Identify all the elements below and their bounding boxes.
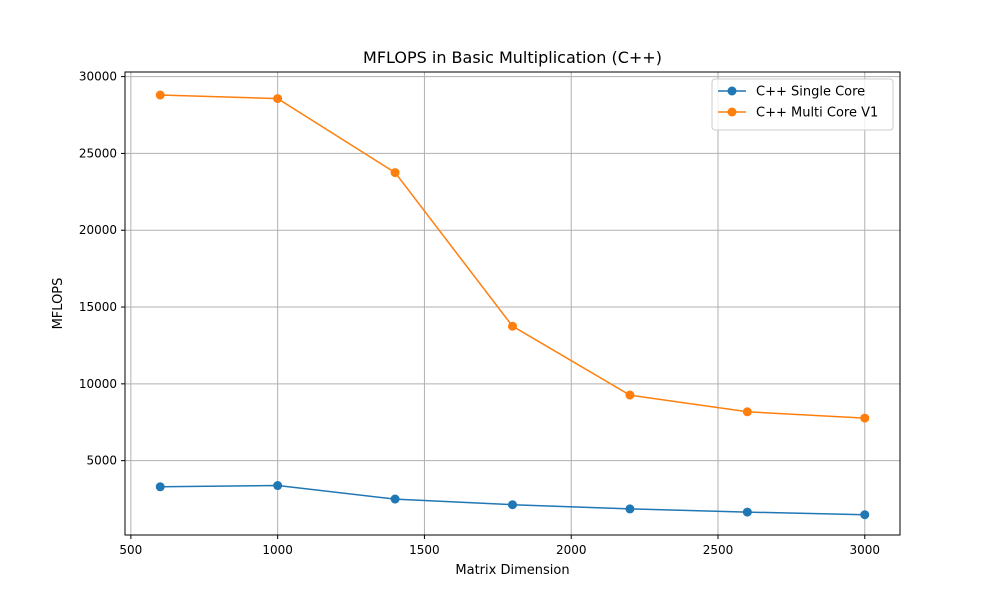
data-point [155, 90, 165, 100]
data-point [625, 390, 635, 400]
legend-item: C++ Multi Core V1 [718, 106, 878, 121]
grid-lines [125, 72, 900, 535]
legend-item: C++ Single Core [718, 85, 865, 100]
axis-ticks: 500 1000 1500 2000 2500 3000 5000 10000 15000 200… [79, 70, 880, 557]
data-series [155, 90, 870, 520]
data-point [390, 494, 400, 504]
y-tick-label: 25000 [79, 146, 117, 160]
data-point [860, 510, 870, 520]
y-tick-label: 10000 [79, 377, 117, 391]
y-tick-label: 30000 [79, 70, 117, 84]
legend-swatch-marker [727, 86, 737, 96]
legend-label: C++ Single Core [756, 85, 865, 100]
y-axis-label: MFLOPS [51, 278, 66, 330]
data-point [742, 507, 752, 517]
plot-area-frame [124, 71, 901, 536]
x-tick-label: 2500 [703, 543, 734, 557]
x-tick-label: 2000 [556, 543, 587, 557]
legend: C++ Single Core C++ Multi Core V1 [711, 78, 894, 131]
data-point [860, 413, 870, 423]
y-tick-label: 15000 [79, 300, 117, 314]
data-point [155, 482, 165, 492]
data-point [508, 321, 517, 331]
x-tick-label: 500 [119, 543, 142, 557]
data-point [742, 407, 752, 417]
data-point [273, 481, 283, 491]
x-tick-label: 3000 [849, 543, 880, 557]
x-tick-label: 1000 [262, 543, 293, 557]
x-tick-label: 1500 [409, 543, 440, 557]
data-point [273, 94, 283, 104]
x-axis-label: Matrix Dimension [455, 563, 569, 578]
legend-label: C++ Multi Core V1 [756, 106, 878, 121]
series-0 [155, 481, 870, 520]
data-point [508, 500, 517, 510]
data-point [625, 504, 635, 514]
series-1 [155, 90, 870, 423]
y-tick-label: 5000 [86, 454, 117, 468]
data-point [390, 168, 400, 178]
legend-box [711, 78, 894, 131]
chart-title: MFLOPS in Basic Multiplication (C++) [363, 48, 662, 67]
y-tick-label: 20000 [79, 223, 117, 237]
legend-swatch-marker [727, 107, 737, 117]
